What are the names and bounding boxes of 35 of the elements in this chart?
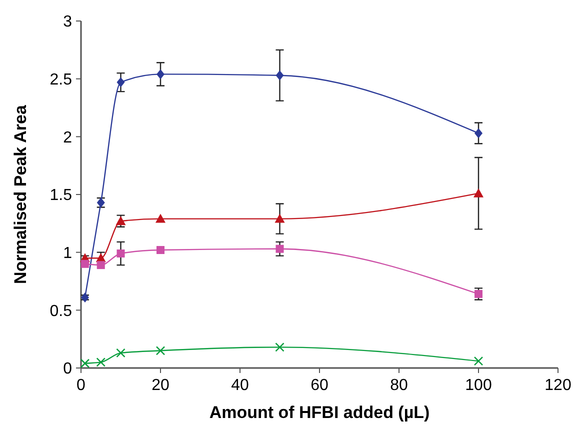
x-axis-title: Amount of HFBI added (µL) (209, 403, 430, 422)
y-tick-label: 3 (63, 14, 72, 31)
y-tick-label: 1.5 (50, 187, 72, 204)
x-tick-label: 80 (390, 377, 408, 394)
x-tick-label: 60 (310, 377, 328, 394)
point (80, 260, 89, 268)
point (276, 70, 284, 80)
point (96, 261, 105, 270)
x-tick-label: 0 (76, 377, 86, 394)
point (275, 342, 284, 352)
point (80, 358, 90, 368)
x-tick-label: 20 (152, 377, 170, 394)
x-tick-label: 120 (544, 377, 572, 394)
y-tick-label: 2.5 (50, 71, 72, 88)
point (474, 188, 484, 198)
point (156, 246, 164, 254)
y-tick-label: 0.5 (50, 302, 72, 320)
x-tick-label: 40 (231, 377, 249, 394)
point (474, 356, 484, 366)
point (274, 214, 285, 223)
y-axis-title: Normalised Peak Area (11, 104, 30, 284)
y-tick-label: 1 (63, 244, 72, 262)
point (474, 128, 482, 138)
point (116, 249, 125, 258)
point (156, 346, 166, 356)
point (156, 214, 166, 223)
point (80, 292, 89, 302)
point (96, 358, 106, 367)
x-tick-label: 100 (465, 377, 492, 394)
y-tick-label: 0 (63, 360, 72, 378)
point (116, 77, 125, 88)
y-tick-label: 2 (63, 129, 72, 146)
point (276, 244, 284, 253)
point (116, 348, 126, 358)
point (156, 69, 164, 80)
